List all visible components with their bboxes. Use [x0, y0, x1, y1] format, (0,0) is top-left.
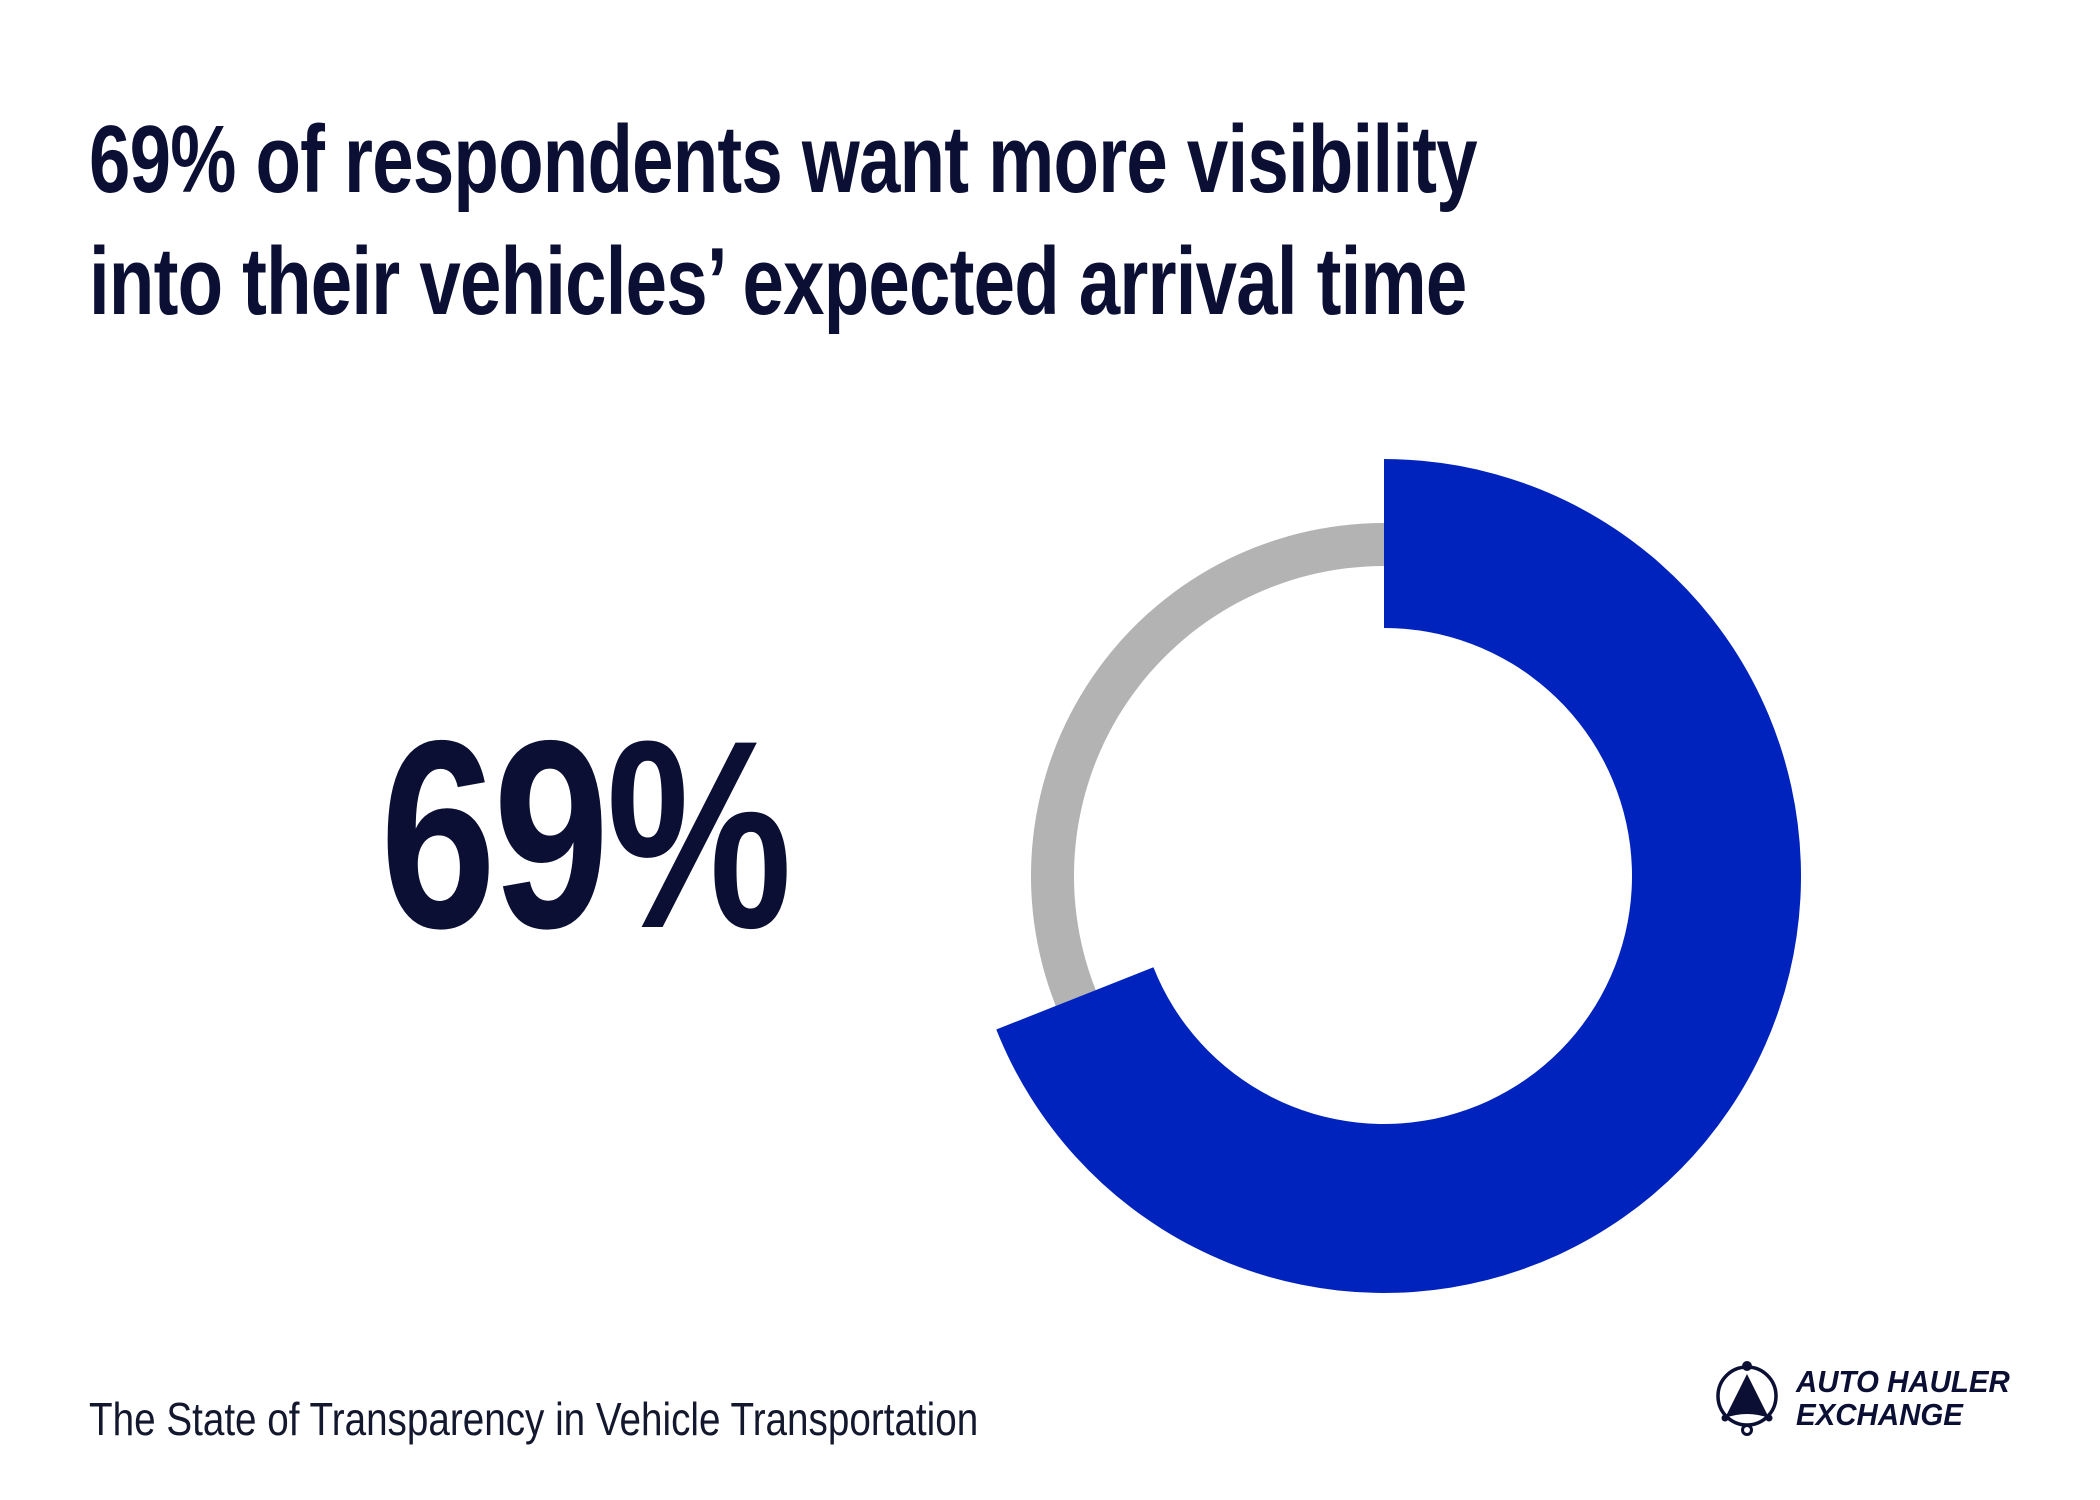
title-line-2: into their vehicles’ expected arrival ti… — [89, 228, 1467, 335]
logo-text: AUTO HAULER EXCHANGE — [1796, 1365, 2010, 1431]
footer-source: The State of Transparency in Vehicle Tra… — [89, 1393, 979, 1445]
big-percentage-label: 69% — [380, 684, 792, 984]
title-line-1: 69% of respondents want more visibility — [89, 106, 1478, 213]
logo-text-line-2: EXCHANGE — [1796, 1397, 1963, 1432]
donut-segment-main — [996, 459, 1802, 1293]
logo-icon — [1716, 1361, 1778, 1436]
logo: AUTO HAULER EXCHANGE — [1712, 1360, 2021, 1436]
logo-text-line-1: AUTO HAULER — [1796, 1364, 2010, 1399]
donut-segment-remainder — [1031, 523, 1384, 1006]
